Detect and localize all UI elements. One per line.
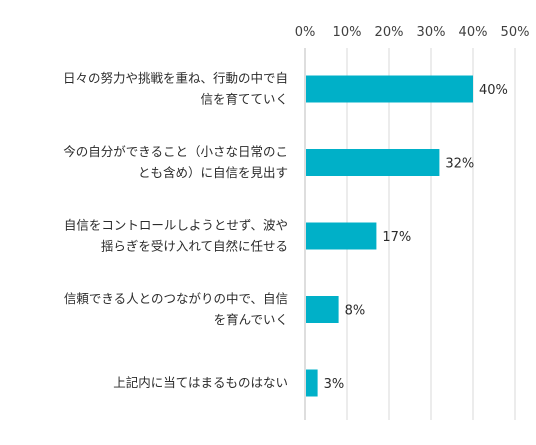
bars xyxy=(306,75,473,397)
bar-value-label: 8% xyxy=(345,304,366,319)
x-tick-label: 10% xyxy=(333,25,362,40)
category-label: 日々の努力や挑戦を重ね、行動の中で自信を育てていく xyxy=(63,71,288,107)
x-tick-label: 50% xyxy=(501,25,530,40)
category-label: 今の自分ができること（小さな日常のことも含め）に自信を見出す xyxy=(63,144,288,180)
bar xyxy=(306,222,377,250)
category-label: 信頼できる人とのつながりの中で、自信を育んでいく xyxy=(64,291,288,327)
bar xyxy=(306,75,473,103)
category-labels: 日々の努力や挑戦を重ね、行動の中で自信を育てていく今の自分ができること（小さな日… xyxy=(63,71,288,391)
bar-value-label: 3% xyxy=(324,377,345,392)
x-axis-ticks: 0% 10% 20% 30% 40% 50% xyxy=(295,25,530,40)
x-tick-label: 40% xyxy=(459,25,488,40)
bar-value-label: 32% xyxy=(445,157,474,172)
x-tick-label: 20% xyxy=(375,25,404,40)
category-label: 上記内に当てはまるものはない xyxy=(113,375,288,390)
category-label: 自信をコントロールしようとせず、波や揺らぎを受け入れて自然に任せる xyxy=(64,218,288,254)
gridlines xyxy=(304,48,516,420)
x-tick-label: 30% xyxy=(417,25,446,40)
data-labels: 40% 32% 17% 8% 3% xyxy=(324,83,508,392)
bar xyxy=(306,149,440,176)
bar-value-label: 17% xyxy=(382,230,411,245)
bar xyxy=(306,296,339,323)
bar-value-label: 40% xyxy=(479,83,508,98)
bar xyxy=(306,369,318,397)
x-tick-label: 0% xyxy=(295,25,316,40)
